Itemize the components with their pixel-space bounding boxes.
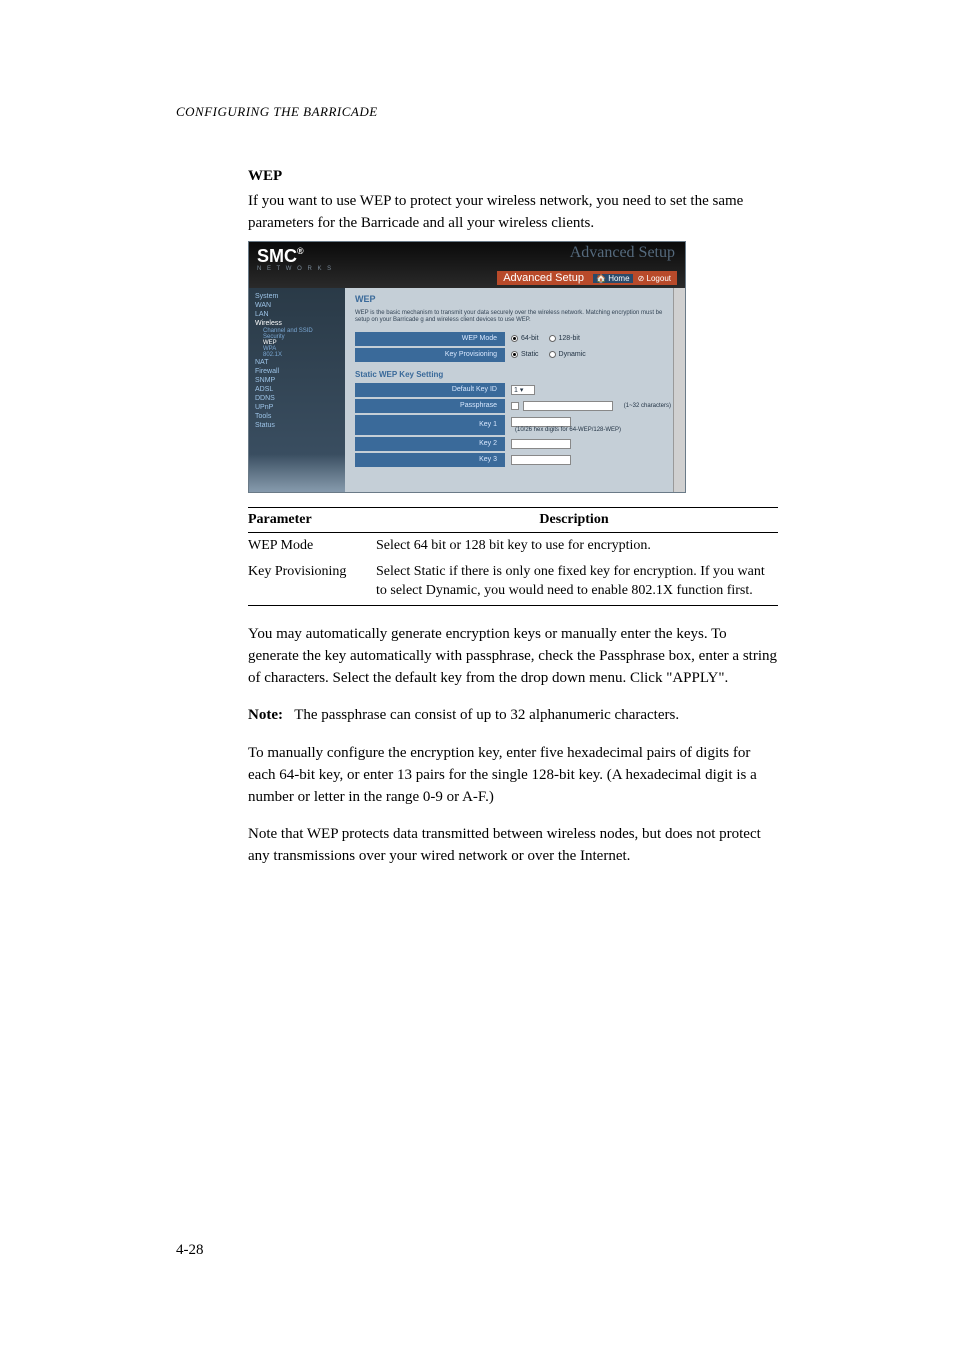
default-key-value: 1 ▾ bbox=[505, 383, 675, 397]
key2-row: Key 2 bbox=[355, 437, 675, 451]
table-header-row: Parameter Description bbox=[248, 507, 778, 532]
nav-lan[interactable]: LAN bbox=[253, 310, 341, 319]
home-button[interactable]: 🏠 Home bbox=[593, 274, 633, 283]
running-header-text: CONFIGURING THE BARRICADE bbox=[176, 104, 378, 119]
logo-reg: ® bbox=[297, 246, 304, 256]
key2-label: Key 2 bbox=[355, 440, 505, 447]
nav-upnp[interactable]: UPnP bbox=[253, 403, 341, 412]
cell-param-0: WEP Mode bbox=[248, 532, 376, 559]
note-label: Note: bbox=[248, 707, 283, 723]
nav-fade bbox=[249, 454, 345, 493]
passphrase-checkbox[interactable] bbox=[511, 402, 519, 410]
cell-desc-1: Select Static if there is only one fixed… bbox=[376, 559, 778, 605]
key3-row: Key 3 bbox=[355, 453, 675, 467]
logout-button[interactable]: ⊘ Logout bbox=[638, 274, 671, 283]
key1-value: (10/26 hex digits for 64-WEP/128-WEP) bbox=[505, 415, 675, 435]
key-prov-value: Static Dynamic bbox=[505, 348, 675, 362]
key2-value bbox=[505, 437, 675, 451]
opt-static: Static bbox=[521, 351, 539, 358]
passphrase-hint: (1~32 characters) bbox=[624, 403, 671, 409]
key3-input[interactable] bbox=[511, 455, 571, 465]
passphrase-label: Passphrase bbox=[355, 402, 505, 409]
nav-nat[interactable]: NAT bbox=[253, 358, 341, 367]
default-key-row: Default Key ID 1 ▾ bbox=[355, 383, 675, 397]
default-key-label: Default Key ID bbox=[355, 386, 505, 393]
nav-wan[interactable]: WAN bbox=[253, 301, 341, 310]
main-content: WEP If you want to use WEP to protect yo… bbox=[176, 168, 778, 868]
key3-value bbox=[505, 453, 675, 467]
key2-input[interactable] bbox=[511, 439, 571, 449]
wep-mode-row: WEP Mode 64-bit 128-bit bbox=[355, 332, 675, 346]
passphrase-value: (1~32 characters) bbox=[505, 399, 675, 413]
screenshot-body: System WAN LAN Wireless Channel and SSID… bbox=[249, 288, 685, 493]
header-description: Description bbox=[376, 507, 778, 532]
nav-system[interactable]: System bbox=[253, 292, 341, 301]
key-provisioning-row: Key Provisioning Static Dynamic bbox=[355, 348, 675, 362]
radio-64bit[interactable] bbox=[511, 335, 518, 342]
nav-firewall[interactable]: Firewall bbox=[253, 367, 341, 376]
nav-tools[interactable]: Tools bbox=[253, 412, 341, 421]
screenshot-main-panel: WEP WEP is the basic mechanism to transm… bbox=[345, 288, 685, 493]
opt-128bit: 128-bit bbox=[559, 335, 580, 342]
body-paragraph-3: Note that WEP protects data transmitted … bbox=[248, 824, 778, 868]
panel-description: WEP is the basic mechanism to transmit y… bbox=[355, 310, 675, 324]
advanced-setup-label: Advanced Setup bbox=[503, 272, 584, 284]
table-row: Key Provisioning Select Static if there … bbox=[248, 559, 778, 605]
screenshot-header: SMC® N E T W O R K S Advanced Setup Adva… bbox=[249, 242, 685, 288]
cell-param-1: Key Provisioning bbox=[248, 559, 376, 605]
advanced-setup-bar: Advanced Setup 🏠 Home ⊘ Logout bbox=[497, 271, 677, 285]
key1-label: Key 1 bbox=[355, 421, 505, 428]
cell-desc-0: Select 64 bit or 128 bit key to use for … bbox=[376, 532, 778, 559]
nav-ddns[interactable]: DDNS bbox=[253, 394, 341, 403]
key-prov-label: Key Provisioning bbox=[355, 351, 505, 358]
note-paragraph: Note: The passphrase can consist of up t… bbox=[248, 705, 778, 727]
radio-dynamic[interactable] bbox=[549, 351, 556, 358]
running-header: CONFIGURING THE BARRICADE bbox=[176, 104, 778, 120]
key1-row: Key 1 (10/26 hex digits for 64-WEP/128-W… bbox=[355, 415, 675, 435]
scrollbar[interactable] bbox=[673, 288, 685, 493]
wep-mode-value: 64-bit 128-bit bbox=[505, 332, 675, 346]
brand-watermark: Advanced Setup bbox=[570, 244, 675, 262]
key1-hint: (10/26 hex digits for 64-WEP/128-WEP) bbox=[515, 427, 621, 433]
passphrase-row: Passphrase (1~32 characters) bbox=[355, 399, 675, 413]
router-screenshot: SMC® N E T W O R K S Advanced Setup Adva… bbox=[248, 241, 686, 493]
radio-128bit[interactable] bbox=[549, 335, 556, 342]
parameter-table: Parameter Description WEP Mode Select 64… bbox=[248, 507, 778, 607]
table-row: WEP Mode Select 64 bit or 128 bit key to… bbox=[248, 532, 778, 559]
body-paragraph-2: To manually configure the encryption key… bbox=[248, 743, 778, 808]
nav-adsl[interactable]: ADSL bbox=[253, 385, 341, 394]
nav-status[interactable]: Status bbox=[253, 421, 341, 430]
wep-mode-label: WEP Mode bbox=[355, 335, 505, 342]
logo-subtitle: N E T W O R K S bbox=[257, 266, 333, 272]
nav-sidebar: System WAN LAN Wireless Channel and SSID… bbox=[249, 288, 345, 493]
body-paragraph-1: You may automatically generate encryptio… bbox=[248, 624, 778, 689]
page-number: 4-28 bbox=[176, 1242, 204, 1259]
logo-text: SMC bbox=[257, 246, 297, 266]
nav-snmp[interactable]: SNMP bbox=[253, 376, 341, 385]
section-title: WEP bbox=[248, 168, 778, 185]
radio-static[interactable] bbox=[511, 351, 518, 358]
nav-wireless[interactable]: Wireless bbox=[253, 319, 341, 328]
passphrase-input[interactable] bbox=[523, 401, 613, 411]
key1-input[interactable] bbox=[511, 417, 571, 427]
opt-dynamic: Dynamic bbox=[559, 351, 586, 358]
header-parameter: Parameter bbox=[248, 507, 376, 532]
smc-logo: SMC® bbox=[257, 246, 304, 267]
opt-64bit: 64-bit bbox=[521, 335, 539, 342]
default-key-select[interactable]: 1 ▾ bbox=[511, 385, 535, 395]
panel-title: WEP bbox=[355, 294, 675, 304]
note-text: The passphrase can consist of up to 32 a… bbox=[294, 707, 679, 723]
section-intro: If you want to use WEP to protect your w… bbox=[248, 191, 778, 235]
static-wep-section: Static WEP Key Setting bbox=[355, 370, 675, 379]
key3-label: Key 3 bbox=[355, 456, 505, 463]
